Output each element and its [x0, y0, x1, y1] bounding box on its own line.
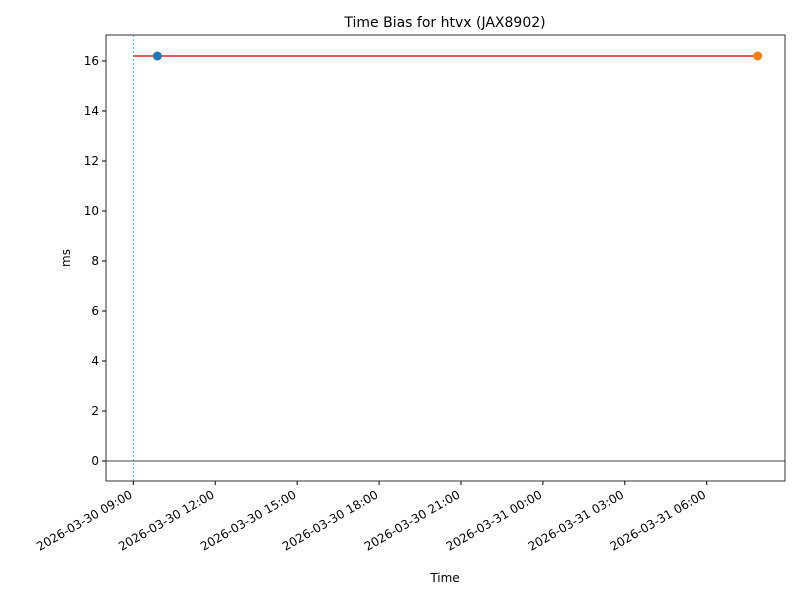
y-tick-label: 2: [91, 404, 99, 418]
y-tick-label: 10: [84, 204, 99, 218]
y-tick-label: 6: [91, 304, 99, 318]
y-axis-label: ms: [59, 249, 73, 267]
y-tick-label: 16: [84, 54, 99, 68]
chart-title: Time Bias for htvx (JAX8902): [343, 15, 545, 31]
point: [753, 51, 763, 61]
y-tick-label: 0: [91, 454, 99, 468]
plot-frame: [105, 34, 786, 482]
point: [152, 51, 162, 61]
y-tick-label: 12: [84, 154, 99, 168]
y-tick-label: 8: [91, 254, 99, 268]
y-tick-label: 4: [91, 354, 99, 368]
y-tick-label: 14: [84, 104, 99, 118]
x-axis-label: Time: [429, 571, 459, 585]
